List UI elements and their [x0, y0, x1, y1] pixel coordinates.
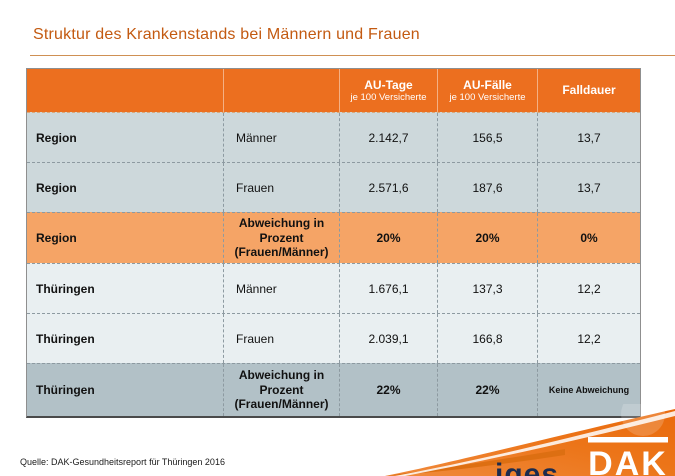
cell-falldauer: 12,2	[537, 264, 640, 313]
cell-group: Männer	[223, 113, 339, 162]
dak-logo: DAK	[588, 437, 668, 476]
table-row: Region Männer 2.142,7 156,5 13,7	[27, 112, 640, 162]
header-falldauer-label: Falldauer	[562, 83, 616, 98]
cell-au-faelle: 20%	[437, 213, 537, 263]
table-header-row: AU-Tage je 100 Versicherte AU-Fälle je 1…	[27, 69, 640, 112]
cell-au-faelle: 137,3	[437, 264, 537, 313]
iges-logo: iges	[495, 458, 559, 476]
cell-falldauer: 12,2	[537, 314, 640, 363]
cell-region: Thüringen	[36, 281, 95, 296]
title-divider	[30, 55, 675, 56]
table-row: Thüringen Männer 1.676,1 137,3 12,2	[27, 263, 640, 313]
swoosh-highlight	[621, 404, 665, 436]
cell-group: Frauen	[223, 314, 339, 363]
table-row: Region Frauen 2.571,6 187,6 13,7	[27, 162, 640, 212]
table-body: Region Männer 2.142,7 156,5 13,7 Region …	[27, 112, 640, 416]
cell-region: Thüringen	[36, 331, 95, 346]
cell-au-tage: 1.676,1	[339, 264, 437, 313]
header-cell-empty-2	[223, 69, 339, 112]
cell-au-tage: 20%	[339, 213, 437, 263]
table-row: Region Abweichung in Prozent (Frauen/Män…	[27, 212, 640, 263]
cell-falldauer: 13,7	[537, 163, 640, 212]
cell-group: Abweichung in Prozent (Frauen/Männer)	[223, 213, 339, 263]
header-au-faelle-sublabel: je 100 Versicherte	[449, 92, 526, 103]
page-title: Struktur des Krankenstands bei Männern u…	[33, 26, 420, 43]
cell-region: Thüringen	[36, 383, 95, 397]
data-table: AU-Tage je 100 Versicherte AU-Fälle je 1…	[26, 68, 641, 418]
cell-group: Männer	[223, 264, 339, 313]
header-cell-au-faelle: AU-Fälle je 100 Versicherte	[437, 69, 537, 112]
cell-au-faelle: 187,6	[437, 163, 537, 212]
dak-swoosh-graphic: iges DAK	[385, 404, 675, 476]
header-cell-au-tage: AU-Tage je 100 Versicherte	[339, 69, 437, 112]
cell-falldauer: 13,7	[537, 113, 640, 162]
cell-region: Region	[36, 231, 77, 245]
header-au-tage-sublabel: je 100 Versicherte	[350, 92, 427, 103]
cell-group: Abweichung in Prozent (Frauen/Männer)	[223, 364, 339, 416]
swoosh-main-shape	[385, 409, 675, 476]
cell-au-tage: 2.142,7	[339, 113, 437, 162]
header-cell-empty-1	[27, 69, 223, 112]
header-au-tage-label: AU-Tage	[364, 77, 413, 92]
cell-falldauer: 0%	[537, 213, 640, 263]
cell-au-tage: 2.571,6	[339, 163, 437, 212]
cell-falldauer: Keine Abweichung	[537, 364, 640, 416]
table-row: Thüringen Frauen 2.039,1 166,8 12,2	[27, 313, 640, 363]
cell-au-faelle: 156,5	[437, 113, 537, 162]
cell-au-faelle: 22%	[437, 364, 537, 416]
cell-au-tage: 2.039,1	[339, 314, 437, 363]
header-au-faelle-label: AU-Fälle	[463, 77, 512, 92]
table-row: Thüringen Abweichung in Prozent (Frauen/…	[27, 363, 640, 416]
cell-region: Region	[36, 180, 77, 195]
svg-text:DAK: DAK	[588, 445, 668, 476]
cell-region: Region	[36, 130, 77, 145]
cell-au-tage: 22%	[339, 364, 437, 416]
header-cell-falldauer: Falldauer	[537, 69, 640, 112]
cell-group: Frauen	[223, 163, 339, 212]
source-note: Quelle: DAK-Gesundheitsreport für Thürin…	[20, 457, 225, 467]
cell-au-faelle: 166,8	[437, 314, 537, 363]
